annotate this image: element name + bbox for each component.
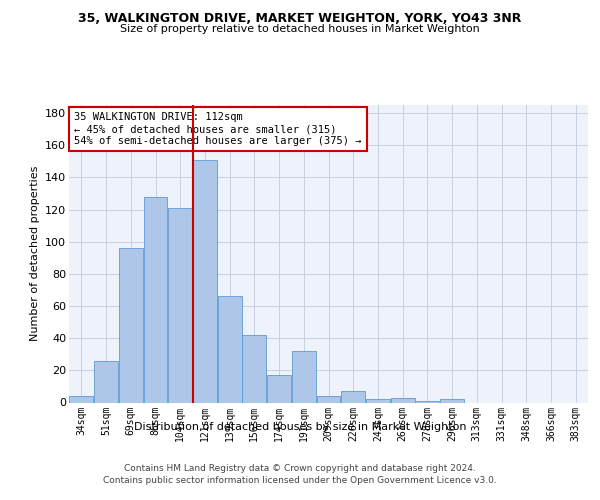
- Bar: [391, 398, 415, 402]
- Bar: [366, 400, 390, 402]
- Bar: [415, 401, 439, 402]
- Bar: [94, 360, 118, 403]
- Bar: [317, 396, 340, 402]
- Bar: [267, 375, 291, 402]
- Bar: [440, 400, 464, 402]
- Text: Contains public sector information licensed under the Open Government Licence v3: Contains public sector information licen…: [103, 476, 497, 485]
- Text: 35, WALKINGTON DRIVE, MARKET WEIGHTON, YORK, YO43 3NR: 35, WALKINGTON DRIVE, MARKET WEIGHTON, Y…: [79, 12, 521, 26]
- Bar: [70, 396, 94, 402]
- Y-axis label: Number of detached properties: Number of detached properties: [29, 166, 40, 342]
- Bar: [292, 351, 316, 403]
- Bar: [143, 196, 167, 402]
- Bar: [168, 208, 192, 402]
- Bar: [218, 296, 242, 403]
- Text: 35 WALKINGTON DRIVE: 112sqm
← 45% of detached houses are smaller (315)
54% of se: 35 WALKINGTON DRIVE: 112sqm ← 45% of det…: [74, 112, 362, 146]
- Text: Contains HM Land Registry data © Crown copyright and database right 2024.: Contains HM Land Registry data © Crown c…: [124, 464, 476, 473]
- Text: Distribution of detached houses by size in Market Weighton: Distribution of detached houses by size …: [134, 422, 466, 432]
- Bar: [193, 160, 217, 402]
- Bar: [119, 248, 143, 402]
- Bar: [341, 391, 365, 402]
- Bar: [242, 335, 266, 402]
- Text: Size of property relative to detached houses in Market Weighton: Size of property relative to detached ho…: [120, 24, 480, 34]
